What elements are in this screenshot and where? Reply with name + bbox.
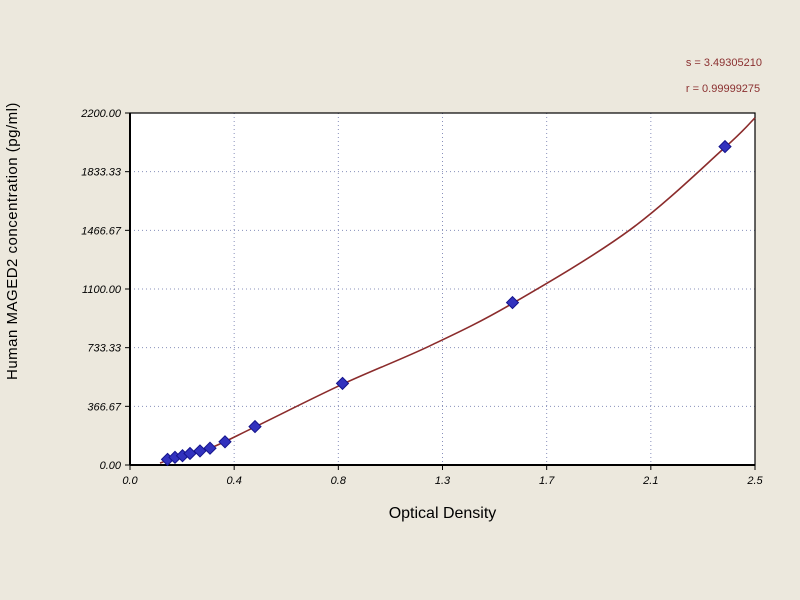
data-point-marker xyxy=(203,441,217,455)
y-tick-label: 1833.33 xyxy=(81,167,122,179)
x-tick-label: 0.4 xyxy=(227,475,242,487)
y-tick-label: 1100.00 xyxy=(82,284,122,296)
x-tick-label: 2.1 xyxy=(642,475,658,487)
data-point-marker xyxy=(505,295,520,310)
data-point-marker xyxy=(193,444,207,458)
y-tick-label: 1466.67 xyxy=(81,225,122,237)
data-point-marker xyxy=(335,376,350,391)
data-point-marker xyxy=(248,419,262,434)
y-tick-label: 733.33 xyxy=(87,343,122,355)
fit-s-value: s = 3.49305210 xyxy=(685,57,762,69)
x-tick-label: 1.7 xyxy=(539,475,555,487)
y-tick-label: 0.00 xyxy=(100,460,122,472)
y-tick-label: 366.67 xyxy=(87,401,122,413)
x-tick-label: 1.3 xyxy=(435,475,451,487)
x-axis-title: Optical Density xyxy=(388,505,497,522)
x-tick-label: 2.5 xyxy=(746,475,763,487)
data-point-marker xyxy=(218,435,232,449)
x-tick-label: 0.8 xyxy=(331,475,347,487)
data-point-marker xyxy=(718,139,732,154)
y-tick-label: 2200.00 xyxy=(80,108,122,120)
fit-statistics: s = 3.49305210 r = 0.99999275 xyxy=(686,50,762,102)
fit-r-value: r = 0.99999275 xyxy=(685,83,761,95)
x-tick-label: 0.0 xyxy=(122,475,138,487)
